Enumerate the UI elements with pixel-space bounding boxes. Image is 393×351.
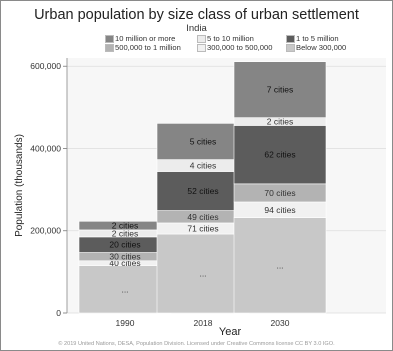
x-axis-label: Year [219, 326, 242, 338]
data-label: 5 cities [190, 136, 216, 146]
bar-segment [233, 217, 327, 314]
legend-entry: 5 to 10 million [207, 34, 254, 43]
data-label: ... [199, 269, 206, 279]
x-tick-label: 1990 [116, 318, 135, 328]
y-axis-label: Population (thousands) [14, 134, 25, 237]
legend-swatch [197, 44, 206, 52]
bar-segment [156, 123, 250, 160]
y-tick-label: 600,000 [30, 61, 61, 71]
data-label: 94 cities [264, 205, 295, 215]
x-tick-label: 2018 [194, 318, 213, 328]
data-label: 2 cities [267, 117, 293, 127]
data-label: 2 cities [112, 221, 138, 231]
data-label: 7 cities [267, 85, 293, 95]
data-label: ... [121, 284, 128, 294]
bar-segment [156, 171, 250, 211]
data-label: 49 cities [187, 212, 218, 222]
legend-swatch [105, 35, 114, 43]
data-label: 62 cities [264, 150, 295, 160]
y-tick-label: 400,000 [30, 143, 61, 153]
legend-entry: Below 300,000 [296, 43, 347, 52]
legend-swatch [105, 44, 114, 52]
data-label: ... [276, 260, 283, 270]
data-label: 20 cities [109, 240, 140, 250]
legend-swatch [197, 35, 206, 43]
data-label: 52 cities [187, 186, 218, 196]
x-tick-label: 2030 [271, 318, 290, 328]
credit-line: © 2019 United Nations, DESA, Population … [58, 341, 335, 347]
data-label: 40 cities [109, 258, 140, 268]
bar-segment [233, 61, 327, 118]
legend-entry: 500,000 to 1 million [115, 43, 181, 52]
bar-segment [156, 233, 250, 314]
legend-swatch [286, 35, 295, 43]
data-label: 2 cities [112, 228, 138, 238]
chart-title: Urban population by size class of urban … [34, 7, 359, 23]
data-label: 30 cities [109, 252, 140, 262]
legend-swatch [286, 44, 295, 52]
legend-entry: 10 million or more [115, 34, 176, 43]
legend-entry: 1 to 5 million [296, 34, 339, 43]
bar-segment [233, 125, 327, 185]
chart-subtitle: India [186, 23, 207, 34]
data-label: 4 cities [190, 161, 216, 171]
data-label: 70 cities [264, 188, 295, 198]
bar-segment [78, 265, 172, 314]
y-tick-label: 200,000 [30, 226, 61, 236]
legend-entry: 300,000 to 500,000 [207, 43, 273, 52]
data-label: 71 cities [187, 223, 218, 233]
y-tick-label: 0 [56, 308, 61, 318]
